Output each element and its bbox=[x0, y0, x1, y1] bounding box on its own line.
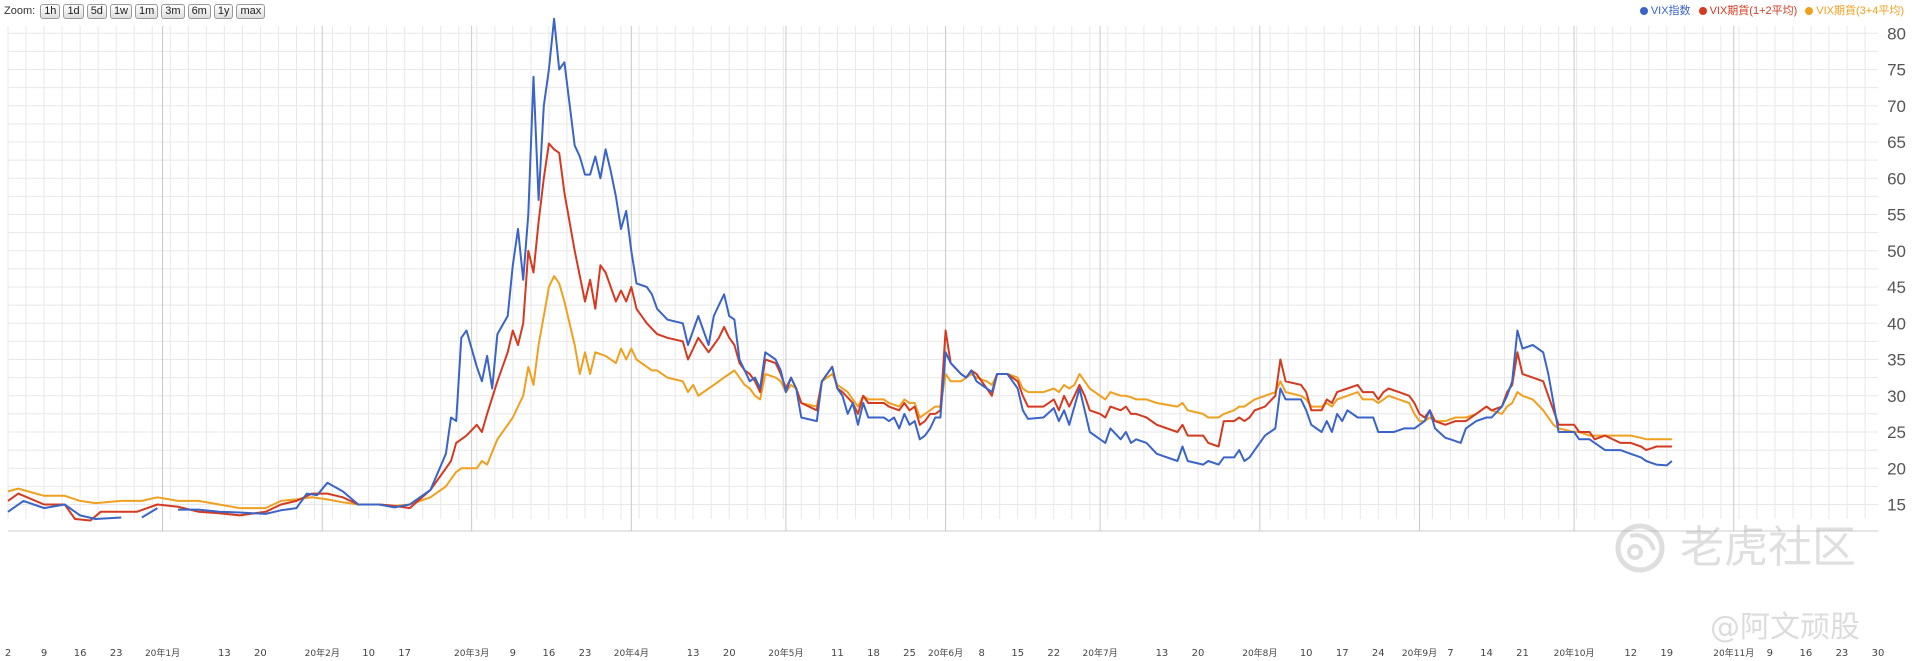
series-line-vix-fut-34[interactable] bbox=[7, 275, 1672, 510]
x-month-label: 20年9月 bbox=[1402, 647, 1437, 659]
y-tick-label: 20 bbox=[1887, 459, 1906, 478]
legend-dot-icon bbox=[1639, 7, 1648, 15]
watermark-logo-icon bbox=[1615, 523, 1665, 573]
legend-item-vix-fut-34[interactable]: VIX期貨(3+4平均) bbox=[1805, 3, 1904, 19]
zoom-button-5d[interactable]: 5d bbox=[86, 3, 107, 19]
x-day-label: 24 bbox=[1372, 648, 1385, 659]
x-month-label: 20年3月 bbox=[454, 647, 489, 659]
x-month-label: 20年8月 bbox=[1242, 647, 1277, 659]
series-line-vix-spot[interactable] bbox=[7, 17, 1673, 520]
x-month-label: 20年7月 bbox=[1083, 647, 1118, 659]
y-tick-label: 80 bbox=[1887, 24, 1906, 43]
x-day-label: 16 bbox=[1800, 648, 1813, 659]
x-month-label: 20年1月 bbox=[145, 647, 180, 659]
watermark-handle: @阿文顽股 bbox=[1710, 610, 1860, 645]
y-tick-label: 15 bbox=[1887, 496, 1906, 515]
x-month-label: 20年6月 bbox=[928, 647, 963, 659]
x-day-label: 19 bbox=[1660, 648, 1673, 659]
x-day-label: 10 bbox=[362, 648, 375, 659]
chart-legend: VIX指数 VIX期貨(1+2平均) VIX期貨(3+4平均) bbox=[1639, 3, 1904, 19]
legend-dot-icon bbox=[1698, 7, 1707, 15]
zoom-button-1m[interactable]: 1m bbox=[135, 3, 159, 19]
x-day-label: 10 bbox=[1300, 648, 1313, 659]
legend-label: VIX指数 bbox=[1650, 5, 1691, 17]
legend-dot-icon bbox=[1805, 7, 1814, 15]
zoom-bar: Zoom: 1h 1d 5d 1w 1m 3m 6m 1y max bbox=[4, 3, 266, 19]
y-tick-label: 45 bbox=[1887, 278, 1906, 297]
x-day-label: 7 bbox=[1447, 648, 1453, 659]
x-day-label: 12 bbox=[1624, 648, 1637, 659]
x-month-label: 20年4月 bbox=[614, 647, 649, 659]
y-tick-label: 25 bbox=[1887, 423, 1906, 442]
legend-item-vix-fut-12[interactable]: VIX期貨(1+2平均) bbox=[1698, 3, 1798, 19]
x-day-label: 23 bbox=[110, 648, 123, 659]
x-day-label: 17 bbox=[1336, 648, 1349, 659]
legend-label: VIX期貨(1+2平均) bbox=[1709, 5, 1798, 17]
x-day-label: 9 bbox=[510, 648, 516, 659]
x-axis-labels: 2 9 16 23 20年1月 13 20 20年2月 10 17 20年3月 9 16 23 20年4月 1… bbox=[5, 647, 1885, 659]
y-tick-label: 60 bbox=[1887, 169, 1906, 188]
zoom-button-max[interactable]: max bbox=[236, 3, 266, 19]
x-day-label: 13 bbox=[687, 648, 700, 659]
x-day-label: 22 bbox=[1047, 648, 1060, 659]
x-day-label: 18 bbox=[867, 648, 880, 659]
x-day-label: 11 bbox=[831, 648, 844, 659]
x-day-label: 20 bbox=[1192, 648, 1205, 659]
y-tick-label: 30 bbox=[1887, 387, 1906, 406]
zoom-button-1h[interactable]: 1h bbox=[40, 3, 61, 19]
y-tick-label: 35 bbox=[1887, 351, 1906, 370]
zoom-button-1d[interactable]: 1d bbox=[63, 3, 84, 19]
x-day-label: 8 bbox=[978, 648, 984, 659]
x-day-label: 13 bbox=[1156, 648, 1169, 659]
watermark: 老虎社区 bbox=[1615, 522, 1856, 573]
x-day-label: 9 bbox=[1767, 648, 1773, 659]
zoom-button-3m[interactable]: 3m bbox=[161, 3, 185, 19]
x-month-label: 20年10月 bbox=[1554, 647, 1595, 659]
x-month-label: 20年2月 bbox=[305, 647, 340, 659]
x-day-label: 2 bbox=[5, 648, 11, 659]
chart-series bbox=[7, 17, 1673, 522]
x-day-label: 20 bbox=[723, 648, 736, 659]
y-tick-label: 50 bbox=[1887, 242, 1906, 261]
chart-grid bbox=[7, 26, 1878, 532]
x-day-label: 9 bbox=[41, 648, 47, 659]
zoom-button-1y[interactable]: 1y bbox=[213, 3, 234, 19]
x-day-label: 23 bbox=[1836, 648, 1849, 659]
y-tick-label: 65 bbox=[1887, 133, 1906, 152]
legend-label: VIX期貨(3+4平均) bbox=[1816, 5, 1904, 17]
x-day-label: 21 bbox=[1516, 648, 1529, 659]
y-tick-label: 70 bbox=[1887, 97, 1906, 116]
x-month-label: 20年11月 bbox=[1713, 647, 1754, 659]
series-line-vix-fut-12[interactable] bbox=[7, 142, 1672, 522]
x-day-label: 30 bbox=[1872, 648, 1885, 659]
y-tick-label: 40 bbox=[1887, 314, 1906, 333]
x-month-label: 20年5月 bbox=[768, 647, 803, 659]
x-day-label: 20 bbox=[254, 648, 267, 659]
x-day-label: 16 bbox=[74, 648, 87, 659]
x-day-label: 13 bbox=[218, 648, 231, 659]
x-day-label: 23 bbox=[579, 648, 592, 659]
y-tick-label: 55 bbox=[1887, 206, 1906, 225]
watermark-brand: 老虎社区 bbox=[1680, 522, 1856, 573]
zoom-button-1w[interactable]: 1w bbox=[109, 3, 132, 19]
zoom-button-6m[interactable]: 6m bbox=[187, 3, 211, 19]
x-day-label: 14 bbox=[1480, 648, 1493, 659]
y-tick-label: 75 bbox=[1887, 61, 1906, 80]
y-axis-labels: 15 20 25 30 35 40 45 50 55 60 65 70 75 80 bbox=[1887, 24, 1906, 514]
x-day-label: 16 bbox=[543, 648, 556, 659]
x-day-label: 25 bbox=[903, 648, 916, 659]
zoom-label: Zoom: bbox=[4, 5, 36, 17]
x-day-label: 15 bbox=[1011, 648, 1024, 659]
legend-item-vix-spot[interactable]: VIX指数 bbox=[1639, 3, 1691, 19]
x-day-label: 17 bbox=[398, 648, 411, 659]
